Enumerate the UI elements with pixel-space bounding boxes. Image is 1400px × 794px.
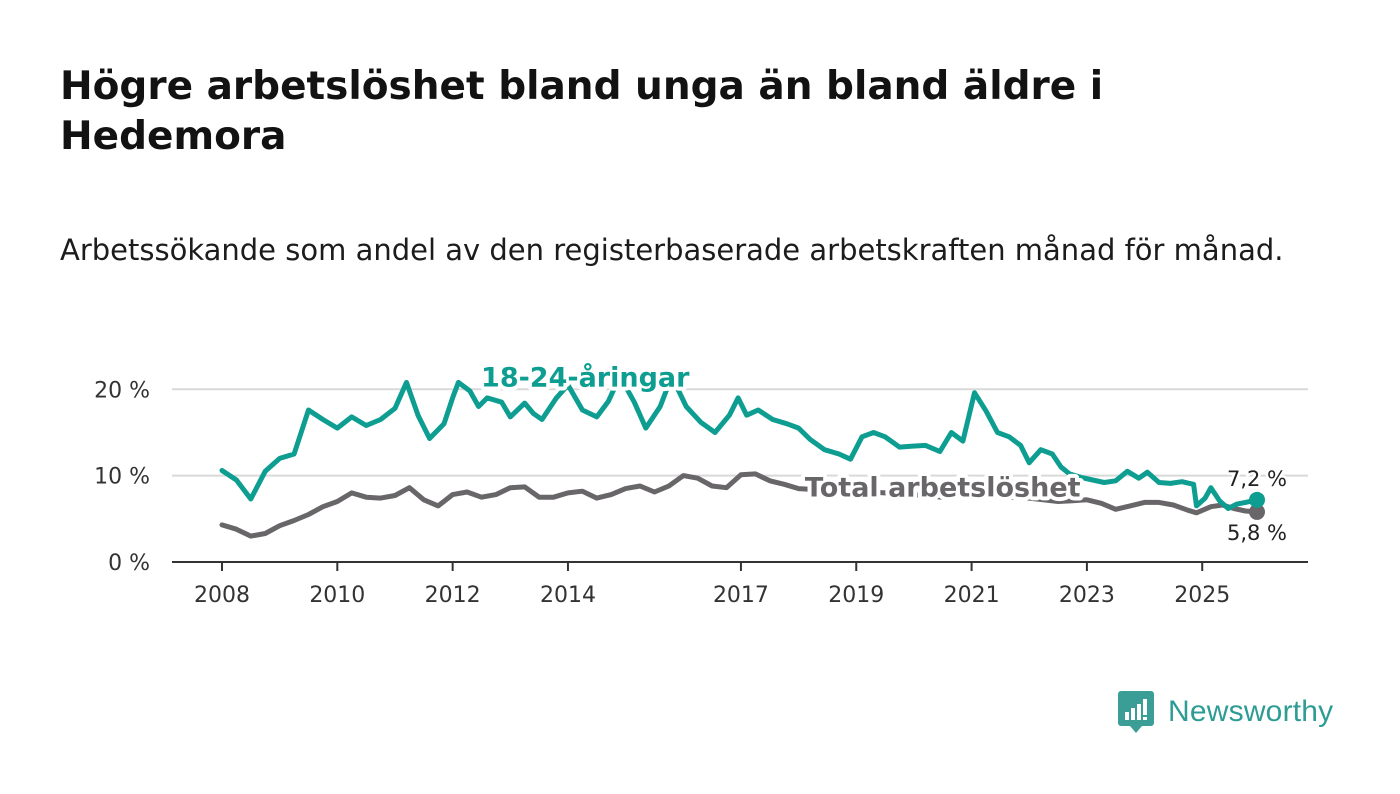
x-tick-label: 2025 (1174, 583, 1230, 608)
end-label-youth: 7,2 % (1227, 467, 1287, 491)
x-tick-label: 2023 (1059, 583, 1115, 608)
x-axis: 2008 2010 2012 2014 2017 2019 2021 2023 2025 (172, 561, 1308, 608)
brand-name: Newsworthy (1168, 695, 1334, 728)
y-tick-label: 0 % (108, 551, 150, 576)
end-point-youth (1249, 491, 1265, 508)
series-label-total: Total arbetslöshet (805, 472, 1081, 503)
x-tick-label: 2012 (425, 583, 481, 608)
x-tick-label: 2014 (540, 583, 596, 608)
chart-title: Högre arbetslöshet bland unga än bland ä… (60, 64, 1104, 159)
line-total (219, 471, 1260, 539)
x-tick-label: 2021 (944, 583, 1000, 608)
x-tick-label: 2019 (828, 583, 884, 608)
x-tick-label: 2010 (309, 583, 365, 608)
series-label-youth: 18-24-åringar (481, 362, 690, 394)
newsworthy-logo-icon (1118, 691, 1154, 733)
y-tick-label: 10 % (94, 465, 150, 490)
x-tick-label: 2008 (194, 583, 250, 608)
newsworthy-brand[interactable]: Newsworthy (1118, 690, 1333, 734)
x-tick-label: 2017 (713, 583, 769, 608)
series-labels: 18-24-åringar 7,2 % Total arbetslöshet 5,8 … (477, 358, 1289, 548)
y-axis: 0 % 10 % 20 % (94, 378, 150, 576)
chart-subtitle: Arbetssökande som andel av den registerb… (60, 233, 1284, 267)
y-tick-label: 20 % (94, 378, 150, 403)
end-point-total (1249, 503, 1265, 520)
end-label-total: 5,8 % (1227, 521, 1287, 545)
series-lines (219, 373, 1265, 539)
line-youth (219, 373, 1260, 511)
